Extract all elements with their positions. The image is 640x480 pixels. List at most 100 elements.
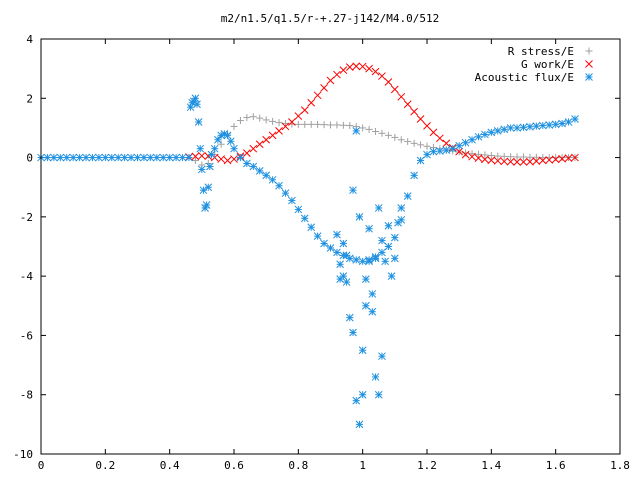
data-point — [262, 171, 271, 180]
data-point — [442, 146, 451, 155]
data-point — [223, 156, 232, 165]
data-point — [320, 239, 328, 248]
data-point — [313, 232, 322, 240]
data-point — [300, 214, 309, 223]
data-point — [532, 122, 541, 131]
data-point — [371, 254, 380, 263]
data-point — [206, 162, 214, 171]
data-point — [423, 150, 431, 159]
data-point — [526, 157, 534, 166]
data-point — [474, 154, 483, 163]
data-point — [410, 107, 418, 116]
data-point — [194, 118, 203, 126]
data-point — [362, 275, 370, 283]
data-point — [378, 129, 386, 137]
data-point — [481, 130, 489, 139]
data-point — [262, 116, 270, 124]
axis-ticks: 0 0.2 0.4 0.6 0.8 1 1.2 1.4 1.6 1.8 4 2 0 -2 -4 -6 -8 -10 — [13, 33, 630, 472]
data-point — [256, 114, 264, 122]
data-point — [243, 159, 251, 168]
data-point — [365, 224, 373, 233]
data-point — [191, 157, 199, 165]
data-point — [262, 135, 271, 144]
y-tick-label: 4 — [26, 33, 33, 46]
data-point — [275, 181, 283, 190]
data-point — [300, 106, 309, 114]
data-point — [403, 100, 412, 109]
data-point — [230, 122, 238, 130]
data-point — [378, 248, 386, 257]
data-point — [397, 204, 406, 212]
data-point — [410, 139, 418, 147]
data-point — [564, 154, 573, 163]
data-point — [558, 119, 566, 128]
data-point — [390, 254, 399, 263]
data-point — [69, 153, 78, 162]
data-point — [339, 121, 347, 129]
data-point — [193, 100, 201, 109]
data-point — [384, 131, 392, 139]
data-point — [417, 141, 425, 149]
data-point — [152, 153, 161, 162]
data-point — [493, 156, 502, 165]
x-tick-label: 0.2 — [95, 459, 115, 472]
chart-title: m2/n1.5/q1.5/r-+.27-j142/M4.0/512 — [221, 12, 440, 25]
data-point — [371, 67, 380, 76]
data-point — [191, 94, 200, 103]
data-point — [333, 230, 341, 239]
data-point — [359, 124, 367, 132]
legend-label: R stress/E — [508, 45, 574, 58]
data-point — [384, 242, 393, 251]
x-tick-label: 0 — [38, 459, 45, 472]
data-point — [358, 257, 367, 266]
data-point — [204, 183, 213, 192]
x-tick-label: 0.4 — [160, 459, 180, 472]
data-point — [236, 117, 244, 125]
data-point — [236, 153, 245, 162]
data-point — [571, 153, 579, 162]
data-point — [455, 147, 464, 156]
data-point — [487, 156, 496, 165]
data-point — [468, 152, 476, 161]
data-point — [387, 272, 396, 280]
data-point — [358, 62, 367, 71]
data-point — [494, 152, 502, 160]
data-point — [545, 121, 554, 129]
data-point — [352, 127, 361, 135]
data-point — [269, 117, 277, 125]
data-point — [507, 153, 515, 161]
data-point — [339, 239, 348, 248]
data-point — [214, 135, 222, 144]
data-point — [487, 128, 496, 137]
data-point — [352, 255, 361, 264]
data-point — [513, 124, 521, 132]
data-point — [493, 127, 502, 135]
x-tick-label: 0.8 — [288, 459, 308, 472]
data-point — [461, 150, 470, 159]
data-point — [429, 147, 438, 156]
data-point — [384, 221, 393, 230]
data-point — [506, 157, 515, 166]
data-point — [62, 153, 71, 162]
data-point — [342, 278, 351, 286]
data-point — [210, 144, 219, 153]
data-point — [165, 153, 174, 162]
data-point — [349, 328, 357, 337]
data-point — [487, 151, 495, 159]
data-point — [378, 236, 386, 245]
data-point — [339, 66, 348, 74]
data-point — [249, 162, 258, 171]
data-point — [185, 153, 193, 162]
series-1 — [185, 62, 579, 166]
data-point — [133, 153, 142, 162]
data-point — [127, 153, 135, 162]
data-point — [342, 251, 351, 260]
data-point — [230, 144, 238, 153]
data-point — [378, 352, 386, 361]
data-point — [349, 186, 357, 195]
data-point — [114, 153, 123, 162]
data-point — [178, 153, 187, 162]
data-point — [378, 72, 386, 80]
data-point — [352, 62, 361, 71]
